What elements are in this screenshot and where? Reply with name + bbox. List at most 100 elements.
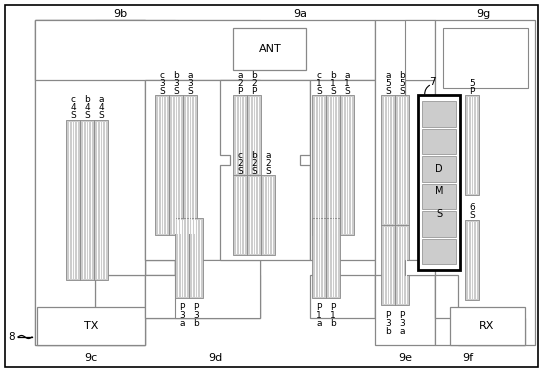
Text: 5: 5 [399, 78, 405, 87]
Text: P: P [193, 304, 199, 312]
Bar [381, 95, 395, 225]
Bar [422, 101, 456, 126]
Bar [312, 95, 326, 235]
Text: c: c [160, 71, 165, 80]
Polygon shape [375, 275, 435, 345]
Text: b: b [193, 320, 199, 328]
Text: 5: 5 [469, 78, 475, 87]
Text: a: a [316, 320, 322, 328]
Text: 3: 3 [385, 318, 391, 327]
Text: ANT: ANT [258, 44, 281, 54]
Text: S: S [316, 87, 322, 96]
Text: 3: 3 [187, 78, 193, 87]
Polygon shape [375, 20, 435, 318]
Text: S: S [344, 87, 350, 96]
Text: S: S [399, 87, 405, 96]
Polygon shape [220, 80, 310, 260]
Text: RX: RX [479, 321, 495, 331]
Bar [381, 225, 395, 305]
Text: a: a [344, 71, 350, 80]
Text: b: b [251, 71, 257, 80]
Text: S: S [385, 87, 391, 96]
Text: a: a [237, 71, 243, 80]
Bar [261, 175, 275, 255]
Text: P: P [386, 311, 390, 320]
Text: 2: 2 [265, 158, 271, 167]
Bar [422, 128, 456, 154]
Bar [155, 95, 169, 235]
Bar [312, 218, 326, 298]
Bar [233, 175, 247, 255]
Text: a: a [187, 71, 193, 80]
Text: P: P [399, 311, 405, 320]
Bar [435, 20, 535, 345]
Text: P: P [469, 87, 475, 96]
Text: S: S [84, 112, 90, 121]
Text: 9b: 9b [113, 9, 127, 19]
Text: a: a [179, 320, 185, 328]
Bar [326, 218, 340, 298]
Text: 9e: 9e [398, 353, 412, 363]
Text: c: c [317, 71, 321, 80]
Polygon shape [175, 260, 260, 318]
Text: b: b [399, 71, 405, 80]
Bar [233, 95, 247, 175]
Text: c: c [237, 151, 243, 160]
Bar [169, 95, 183, 235]
Text: P: P [237, 87, 243, 96]
Text: 9f: 9f [463, 353, 473, 363]
Text: S: S [237, 167, 243, 176]
Text: S: S [98, 112, 104, 121]
Text: S: S [436, 209, 442, 219]
Text: 9c: 9c [84, 353, 98, 363]
Text: 7: 7 [428, 77, 435, 87]
Bar [465, 95, 479, 195]
Text: b: b [251, 151, 257, 160]
Text: S: S [173, 87, 179, 96]
Polygon shape [435, 275, 525, 345]
Polygon shape [35, 20, 145, 345]
Text: 4: 4 [70, 103, 76, 112]
Bar [66, 120, 80, 280]
Text: S: S [265, 167, 271, 176]
Text: 9d: 9d [208, 353, 222, 363]
Bar [37, 307, 145, 345]
Polygon shape [310, 80, 405, 318]
Bar [443, 28, 528, 88]
Text: b: b [330, 71, 336, 80]
Text: 5: 5 [385, 78, 391, 87]
Bar [35, 20, 375, 80]
Text: 2: 2 [251, 158, 257, 167]
Text: 1: 1 [330, 311, 336, 321]
Text: 3: 3 [193, 311, 199, 321]
Text: 3: 3 [173, 78, 179, 87]
Text: D: D [435, 164, 443, 173]
Text: 1: 1 [316, 311, 322, 321]
Bar [326, 95, 340, 235]
Bar [395, 225, 409, 305]
Polygon shape [95, 20, 260, 318]
Bar [189, 218, 203, 298]
Text: b: b [330, 320, 336, 328]
Bar [465, 220, 479, 300]
Bar [422, 156, 456, 182]
Text: P: P [179, 304, 185, 312]
Bar [247, 175, 261, 255]
Bar [233, 28, 306, 70]
Text: 9a: 9a [293, 9, 307, 19]
Bar [247, 95, 261, 175]
Text: 4: 4 [98, 103, 104, 112]
Text: b: b [173, 71, 179, 80]
Text: 4: 4 [84, 103, 90, 112]
Text: S: S [70, 112, 76, 121]
Bar [94, 120, 108, 280]
Text: S: S [251, 167, 257, 176]
Text: a: a [385, 71, 391, 80]
Polygon shape [405, 20, 435, 275]
Text: 2: 2 [251, 78, 257, 87]
Bar [175, 218, 189, 298]
Text: M: M [435, 186, 443, 196]
Polygon shape [145, 80, 260, 318]
Text: S: S [330, 87, 336, 96]
Text: 2: 2 [237, 158, 243, 167]
